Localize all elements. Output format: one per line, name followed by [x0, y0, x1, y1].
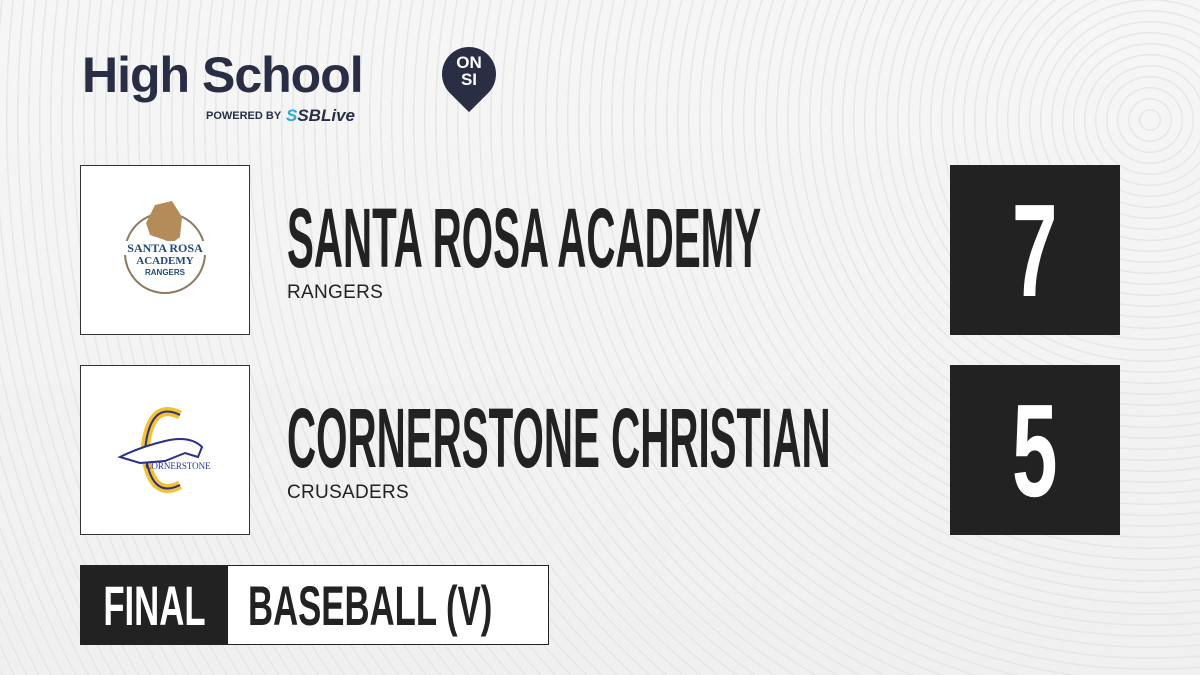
team-logo-cornerstone: CORNERSTONE — [80, 365, 250, 535]
team-name: SANTA ROSA ACADEMY — [287, 191, 762, 285]
si-badge: ON SI — [456, 53, 482, 89]
team-score: 5 — [950, 365, 1120, 535]
brand-title: High School — [82, 47, 364, 103]
powered-by-label: POWERED BY — [206, 110, 282, 122]
sblive-logo: SSBLive — [286, 106, 355, 125]
team-mascot: RANGERS — [287, 282, 384, 303]
team-name: CORNERSTONE CHRISTIAN — [287, 391, 831, 485]
svg-text:CORNERSTONE: CORNERSTONE — [145, 461, 211, 471]
svg-text:ACADEMY: ACADEMY — [136, 255, 193, 267]
team-mascot: CRUSADERS — [287, 482, 409, 503]
team-score: 7 — [950, 165, 1120, 335]
svg-text:SANTA ROSA: SANTA ROSA — [127, 241, 203, 255]
final-badge: FINAL — [81, 566, 228, 644]
svg-text:RANGERS: RANGERS — [145, 268, 186, 277]
sport-label: BASEBALL (V) — [228, 566, 548, 644]
game-status-bar: FINAL BASEBALL (V) — [80, 565, 549, 645]
team-logo-santa-rosa: SANTA ROSA ACADEMY RANGERS — [80, 165, 250, 335]
